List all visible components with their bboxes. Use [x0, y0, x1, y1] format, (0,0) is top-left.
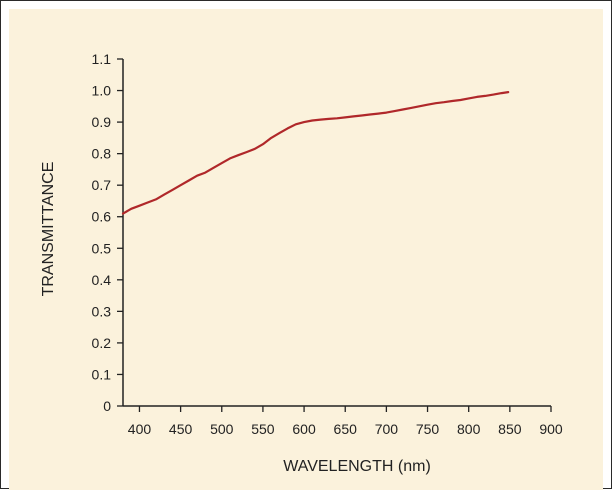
- x-tick-label: 750: [416, 421, 440, 437]
- y-tick-label: 0.1: [92, 366, 112, 382]
- x-tick-label: 800: [457, 421, 481, 437]
- y-tick-label: 0.2: [92, 335, 112, 351]
- y-tick-label: 0: [103, 398, 111, 414]
- x-tick-label: 450: [169, 421, 193, 437]
- x-tick-label: 650: [334, 421, 358, 437]
- y-tick-label: 1.1: [92, 51, 112, 67]
- ticks: 0 0.1 0.2 0.3 0.4 0.5 0.6 0.7 0.8 0.9 1.0 1.1 400 450…: [92, 51, 563, 437]
- x-tick-label: 600: [292, 421, 316, 437]
- x-tick-label: 850: [498, 421, 522, 437]
- x-tick-label: 400: [128, 421, 152, 437]
- y-tick-label: 0.3: [92, 303, 112, 319]
- x-axis-title: WAVELENGTH (nm): [283, 458, 431, 475]
- y-tick-label: 0.4: [92, 272, 112, 288]
- y-tick-label: 0.5: [92, 240, 112, 256]
- y-tick-label: 0.6: [92, 209, 112, 225]
- y-tick-label: 1.0: [92, 83, 112, 99]
- series-line-1: [121, 90, 510, 215]
- series-group: [121, 90, 510, 215]
- x-tick-label: 550: [251, 421, 275, 437]
- y-tick-label: 0.7: [92, 177, 112, 193]
- y-axis-title: TRANSMITTANCE: [40, 162, 57, 297]
- y-tick-label: 0.8: [92, 146, 112, 162]
- x-tick-label: 700: [375, 421, 399, 437]
- y-tick-label: 0.9: [92, 114, 112, 130]
- x-tick-label: 500: [210, 421, 234, 437]
- axes: [122, 59, 551, 407]
- plot-panel: [9, 9, 603, 490]
- x-tick-label: 900: [539, 421, 563, 437]
